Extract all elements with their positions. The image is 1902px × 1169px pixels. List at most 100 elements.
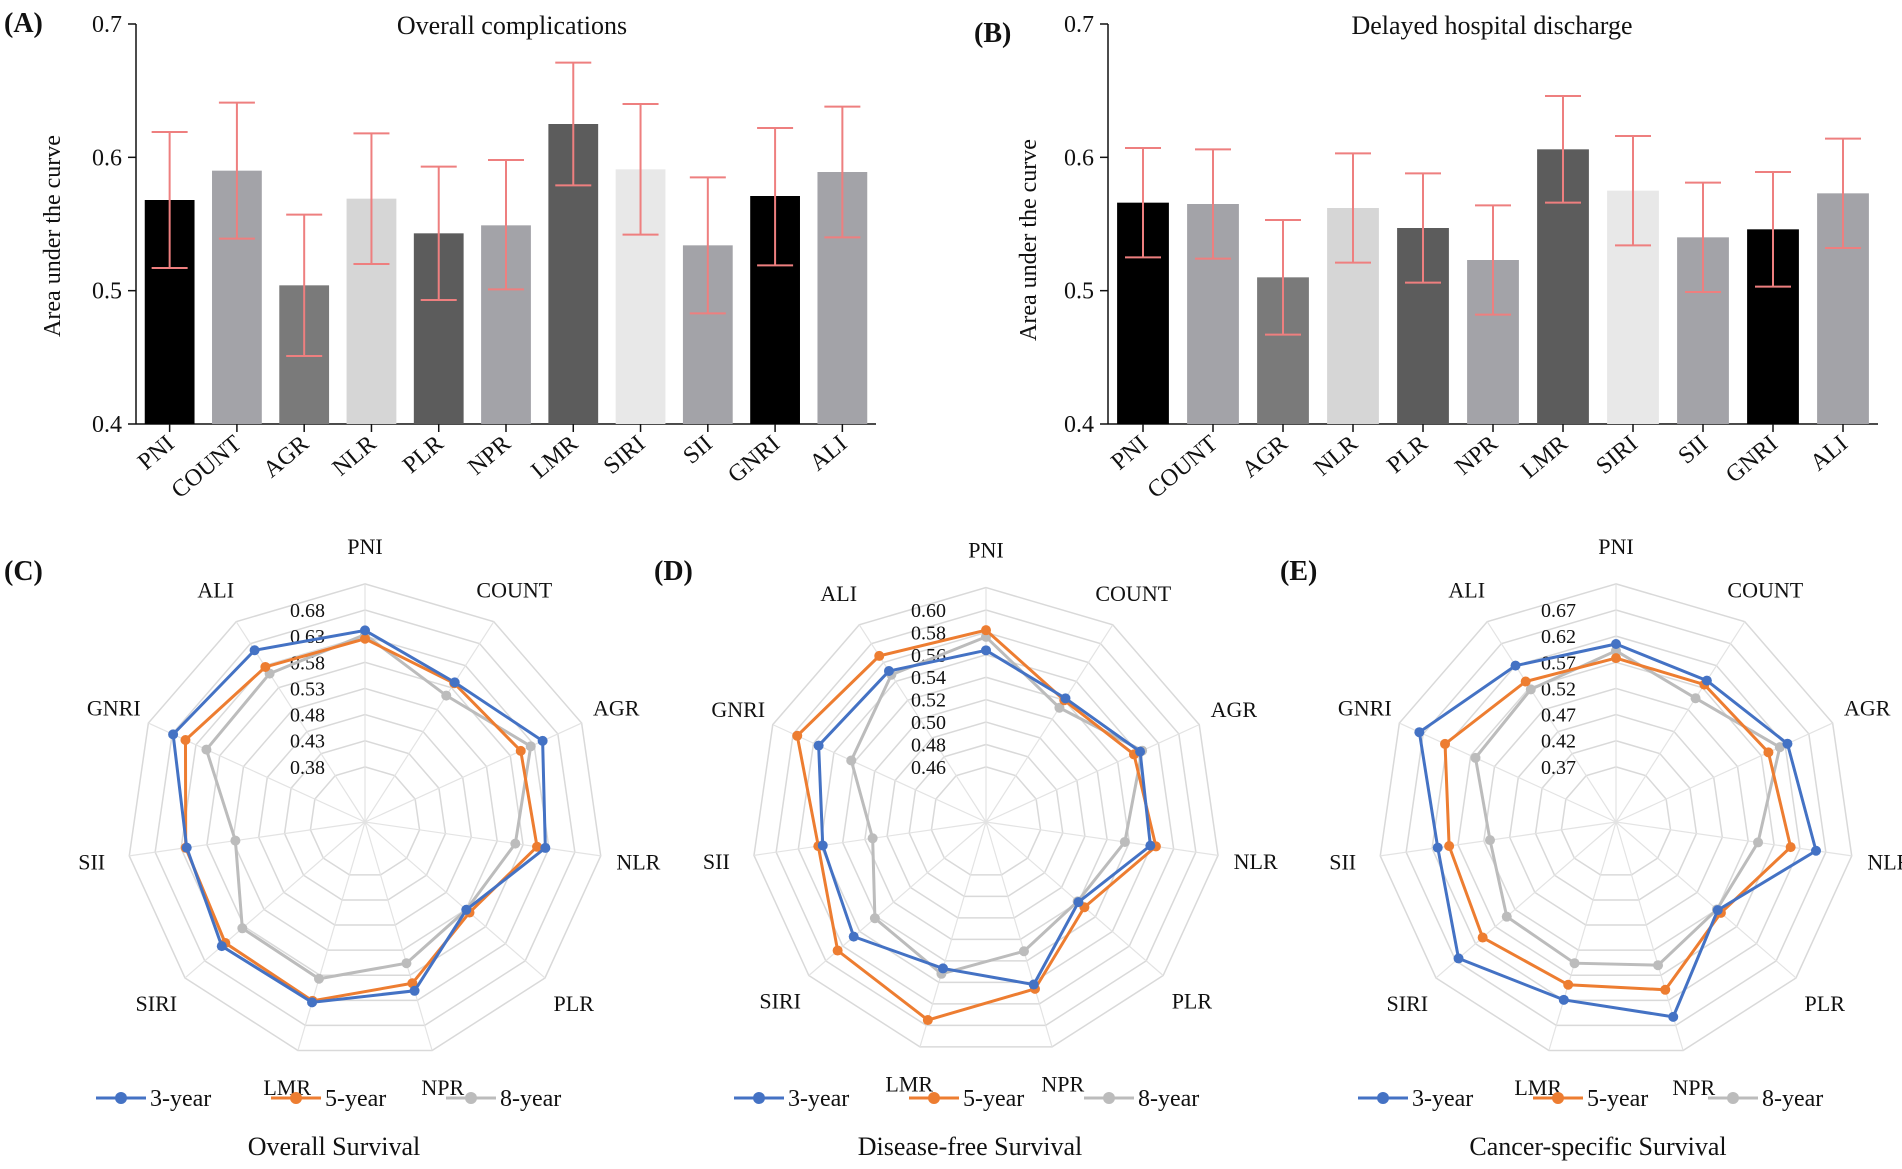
radar-point-3-year-count	[1701, 675, 1712, 686]
radar-point-5-year-lmr	[922, 1015, 933, 1026]
radar-axis-label-pni: PNI	[968, 538, 1003, 563]
radar-axis-label-sii: SII	[78, 849, 105, 874]
radar-ring-label: 0.68	[290, 600, 325, 622]
radar-point-3-year-siri	[1453, 953, 1464, 964]
radar-series-line-5-year	[795, 628, 1158, 1022]
radar-axis-label-lmr: LMR	[885, 1071, 933, 1096]
radar-point-3-year-nlr	[540, 842, 551, 853]
legend-marker-3-year	[115, 1092, 127, 1104]
radar-point-3-year-plr	[461, 904, 472, 915]
y-tick-label: 0.7	[92, 12, 122, 38]
x-tick-label-count: COUNT	[167, 430, 247, 503]
radar-point-3-year-agr	[1135, 746, 1146, 757]
radar-axis-label-plr: PLR	[1172, 988, 1213, 1013]
radar-spoke	[364, 621, 495, 823]
legend-marker-8-year	[1727, 1092, 1739, 1104]
radar-point-8-year-siri	[1501, 911, 1512, 922]
x-tick-label-agr: AGR	[259, 431, 315, 483]
x-tick-label-pni: PNI	[133, 431, 179, 476]
radar-point-3-year-ali	[1510, 660, 1521, 671]
legend-label-8-year: 8-year	[1762, 1086, 1823, 1112]
radar-series-line-5-year	[1443, 656, 1793, 992]
x-tick-label-gnri: GNRI	[723, 431, 785, 489]
y-axis-label-a: Area under the curve	[40, 135, 66, 337]
radar-axis-label-count: COUNT	[1727, 578, 1803, 603]
radar-grid-ring	[908, 743, 1064, 898]
radar-point-5-year-agr	[1763, 747, 1774, 758]
radar-point-5-year-pni	[1611, 653, 1621, 664]
radar-axis-label-agr: AGR	[1211, 697, 1258, 722]
radar-ring-label: 0.52	[1541, 678, 1576, 700]
radar-spoke	[364, 821, 601, 857]
radar-axis-label-npr: NPR	[1672, 1075, 1715, 1100]
radar-axis-label-ali: ALI	[197, 578, 234, 603]
legend-label-5-year: 5-year	[963, 1086, 1024, 1112]
legend-label-8-year: 8-year	[500, 1086, 561, 1112]
x-tick-label-pni: PNI	[1107, 431, 1153, 476]
radar-point-5-year-gnri	[1440, 738, 1451, 749]
legend-label-8-year: 8-year	[1138, 1086, 1199, 1112]
radar-axis-label-agr: AGR	[1844, 695, 1891, 720]
x-tick-label-count: COUNT	[1143, 430, 1223, 503]
radar-point-3-year-gnri	[813, 740, 824, 751]
radar-grid-ring	[1379, 583, 1853, 1052]
radar-point-5-year-pni	[981, 625, 991, 636]
radar-point-8-year-nlr	[1753, 837, 1764, 848]
legend-marker-5-year	[928, 1092, 940, 1104]
x-tick-label-plr: PLR	[398, 431, 448, 479]
radar-point-3-year-pni	[1611, 638, 1621, 649]
radar-ring-label: 0.46	[911, 757, 946, 779]
radar-axis-label-pni: PNI	[347, 534, 382, 559]
panel-label-a: (A)	[4, 8, 43, 39]
radar-point-5-year-agr	[515, 745, 526, 756]
radar-axis-label-siri: SIRI	[1387, 991, 1429, 1016]
radar-axis-label-plr: PLR	[554, 991, 595, 1016]
legend-marker-3-year	[1377, 1092, 1389, 1104]
radar-ring-label: 0.60	[911, 600, 946, 622]
radar-point-3-year-siri	[848, 931, 859, 942]
radar-ring-label: 0.42	[1541, 731, 1576, 753]
radar-axis-label-gnri: GNRI	[711, 697, 765, 722]
radar-ring-label: 0.50	[911, 712, 946, 734]
x-tick-label-nlr: NLR	[328, 431, 381, 482]
radar-spoke	[1399, 722, 1617, 823]
radar-grid-ring	[206, 661, 524, 976]
radar-spoke	[1615, 722, 1833, 823]
y-tick-label: 0.4	[92, 412, 122, 438]
radar-ring-label: 0.62	[1541, 626, 1576, 648]
legend-marker-5-year	[1552, 1092, 1564, 1104]
radar-point-8-year-gnri	[846, 755, 857, 766]
radar-point-5-year-ali	[260, 661, 271, 672]
radar-axis-label-lmr: LMR	[263, 1075, 311, 1100]
radar-spoke	[1380, 821, 1617, 857]
x-tick-label-nlr: NLR	[1309, 431, 1362, 482]
legend-label-3-year: 3-year	[1412, 1086, 1473, 1112]
radar-axis-label-ali: ALI	[1448, 578, 1485, 603]
radar-grid-ring	[930, 766, 1042, 876]
radar-spoke	[772, 724, 987, 823]
radar-spoke	[1548, 821, 1617, 1051]
bar-chart-delayed-discharge: (B) Delayed hospital discharge Area unde…	[974, 11, 1878, 504]
radar-point-5-year-siri	[832, 945, 843, 956]
radar-spoke	[985, 821, 1219, 856]
radar-point-5-year-nlr	[1785, 842, 1796, 853]
radar-point-5-year-npr	[407, 978, 418, 989]
x-tick-label-ali: ALI	[805, 431, 852, 477]
radar-grid-ring	[1560, 766, 1672, 876]
radar-series-line-3-year	[1417, 642, 1818, 1019]
radar-axis-label-npr: NPR	[421, 1075, 464, 1100]
legend-marker-8-year	[465, 1092, 477, 1104]
legend-label-3-year: 3-year	[150, 1086, 211, 1112]
radar-axis-label-pni: PNI	[1598, 534, 1633, 559]
radar-point-3-year-count	[449, 677, 460, 688]
radar-point-3-year-plr	[1712, 905, 1723, 916]
radar-point-3-year-gnri	[168, 729, 179, 740]
radar-point-5-year-pni	[360, 633, 370, 644]
x-tick-label-lmr: LMR	[527, 431, 584, 484]
radar-point-8-year-gnri	[1470, 752, 1481, 763]
panel-label-c: (C)	[4, 556, 43, 587]
radar-grid-ring	[180, 635, 550, 1002]
radar-point-8-year-ali	[1525, 684, 1536, 695]
radar-point-3-year-sii	[181, 842, 192, 853]
radar-axis-label-siri: SIRI	[759, 988, 801, 1013]
